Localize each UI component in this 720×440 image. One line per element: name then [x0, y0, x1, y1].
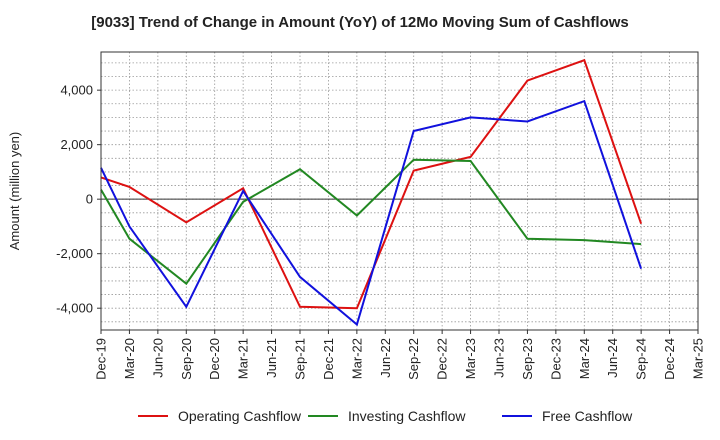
x-tick-label: Mar-24 — [577, 338, 592, 379]
legend-swatch — [502, 415, 532, 417]
x-tick-label: Sep-24 — [634, 338, 649, 380]
legend-item-operating-cashflow: Operating Cashflow — [138, 406, 301, 426]
legend-swatch — [138, 415, 168, 417]
y-axis-ticks: -4,000 -2,000 0 2,000 4,000 — [56, 83, 101, 316]
x-tick-label: Sep-23 — [520, 338, 535, 380]
x-tick-label: Jun-24 — [605, 338, 620, 378]
y-tick-label: 0 — [86, 192, 93, 207]
legend-item-investing-cashflow: Investing Cashflow — [308, 406, 466, 426]
y-tick-label: -2,000 — [56, 246, 93, 261]
x-tick-label: Mar-20 — [122, 338, 137, 379]
x-tick-label: Jun-23 — [492, 338, 507, 378]
x-tick-label: Dec-19 — [94, 338, 109, 380]
legend-item-free-cashflow: Free Cashflow — [502, 406, 632, 426]
x-tick-label: Mar-23 — [463, 338, 478, 379]
grid — [100, 52, 699, 330]
x-tick-label: Sep-21 — [293, 338, 308, 380]
legend-swatch — [308, 415, 338, 417]
series-line-investing-cashflow — [100, 158, 642, 286]
x-tick-label: Dec-22 — [435, 338, 450, 380]
x-tick-label: Jun-20 — [150, 338, 165, 378]
x-tick-label: Jun-21 — [264, 338, 279, 378]
legend-label: Free Cashflow — [542, 408, 633, 424]
legend-label: Operating Cashflow — [178, 408, 301, 424]
y-tick-label: 4,000 — [60, 83, 93, 98]
series-lines — [100, 58, 643, 327]
legend-label: Investing Cashflow — [348, 408, 466, 424]
y-tick-label: 2,000 — [60, 137, 93, 152]
x-tick-label: Mar-21 — [236, 338, 251, 379]
x-axis-ticks: Dec-19 Mar-20 Jun-20 Sep-20 Dec-20 Mar-21 Jun-… — [94, 330, 706, 380]
x-tick-label: Sep-22 — [406, 338, 421, 380]
chart-title: [9033] Trend of Change in Amount (YoY) o… — [91, 14, 629, 31]
x-tick-label: Mar-25 — [691, 338, 706, 379]
series-line-operating-cashflow — [100, 58, 643, 310]
x-tick-label: Sep-20 — [179, 338, 194, 380]
x-tick-label: Jun-22 — [378, 338, 393, 378]
x-tick-label: Dec-21 — [321, 338, 336, 380]
x-tick-label: Dec-20 — [207, 338, 222, 380]
y-tick-label: -4,000 — [56, 301, 93, 316]
x-tick-label: Mar-22 — [349, 338, 364, 379]
x-tick-label: Dec-24 — [662, 338, 677, 380]
plot-frame — [100, 51, 699, 331]
x-tick-label: Dec-23 — [548, 338, 563, 380]
y-axis-label: Amount (million yen) — [7, 132, 22, 251]
legend: Operating Cashflow Investing Cashflow Free… — [0, 406, 720, 426]
series-line-free-cashflow — [100, 99, 643, 327]
